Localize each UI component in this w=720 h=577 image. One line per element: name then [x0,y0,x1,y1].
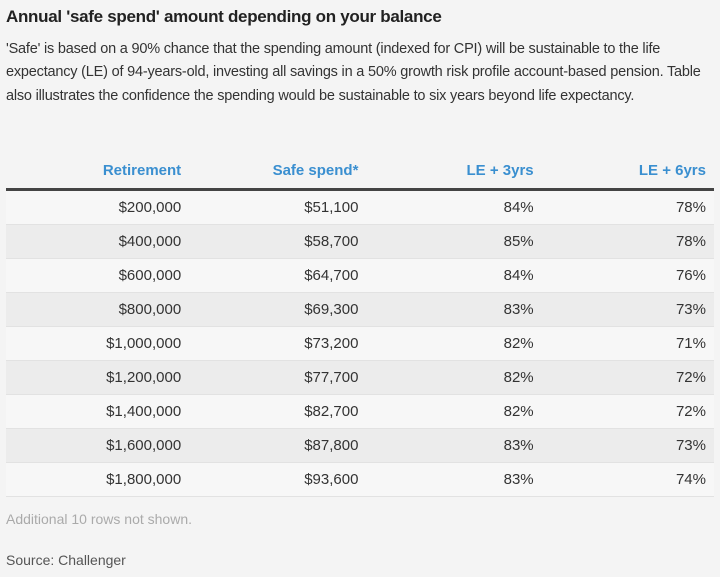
header-safe-spend: Safe spend* [189,152,367,191]
retirement-cell: $1,400,000 [6,394,190,429]
le-6yrs-cell: 72% [541,394,714,429]
le-6yrs-cell: 73% [541,292,714,327]
le-3yrs-cell: 82% [366,394,542,429]
retirement-cell: $1,000,000 [6,326,190,361]
table-row: $800,000 $69,300 83% 73% [6,292,714,327]
le-3yrs-cell: 82% [366,360,542,395]
table-row: $600,000 $64,700 84% 76% [6,258,714,293]
table-row: $1,000,000 $73,200 82% 71% [6,326,714,361]
le-6yrs-cell: 74% [541,462,714,497]
retirement-cell: $200,000 [6,189,190,225]
safe-spend-cell: $93,600 [189,462,367,497]
table-row: $1,200,000 $77,700 82% 72% [6,360,714,395]
retirement-cell: $1,800,000 [6,462,190,497]
le-6yrs-cell: 73% [541,428,714,463]
source-note: Source: Challenger [6,552,126,568]
header-le-3yrs: LE + 3yrs [366,152,542,191]
le-3yrs-cell: 82% [366,326,542,361]
safe-spend-cell: $82,700 [189,394,367,429]
safe-spend-cell: $87,800 [189,428,367,463]
table-row: $1,600,000 $87,800 83% 73% [6,428,714,463]
le-6yrs-cell: 71% [541,326,714,361]
rows-hidden-note: Additional 10 rows not shown. [6,511,192,527]
safe-spend-cell: $51,100 [189,189,367,225]
le-3yrs-cell: 84% [366,258,542,293]
safe-spend-cell: $69,300 [189,292,367,327]
table-row: $400,000 $58,700 85% 78% [6,224,714,259]
le-3yrs-cell: 83% [366,292,542,327]
retirement-cell: $400,000 [6,224,190,259]
le-3yrs-cell: 85% [366,224,542,259]
le-3yrs-cell: 83% [366,428,542,463]
safe-spend-cell: $77,700 [189,360,367,395]
le-3yrs-cell: 84% [366,189,542,225]
safe-spend-cell: $64,700 [189,258,367,293]
header-le-6yrs: LE + 6yrs [541,152,714,191]
table-row: $200,000 $51,100 84% 78% [6,189,714,225]
table-title: Annual 'safe spend' amount depending on … [6,7,442,26]
retirement-cell: $600,000 [6,258,190,293]
le-6yrs-cell: 72% [541,360,714,395]
safe-spend-table: Retirement Safe spend* LE + 3yrs LE + 6y… [6,152,714,497]
table-row: $1,400,000 $82,700 82% 72% [6,394,714,429]
retirement-cell: $1,200,000 [6,360,190,395]
le-3yrs-cell: 83% [366,462,542,497]
table-row: $1,800,000 $93,600 83% 74% [6,462,714,497]
retirement-cell: $1,600,000 [6,428,190,463]
safe-spend-cell: $73,200 [189,326,367,361]
retirement-cell: $800,000 [6,292,190,327]
le-6yrs-cell: 76% [541,258,714,293]
header-row: Retirement Safe spend* LE + 3yrs LE + 6y… [6,152,714,191]
header-retirement: Retirement [6,152,190,191]
le-6yrs-cell: 78% [541,189,714,225]
safe-spend-cell: $58,700 [189,224,367,259]
le-6yrs-cell: 78% [541,224,714,259]
table-description: 'Safe' is based on a 90% chance that the… [6,41,701,104]
